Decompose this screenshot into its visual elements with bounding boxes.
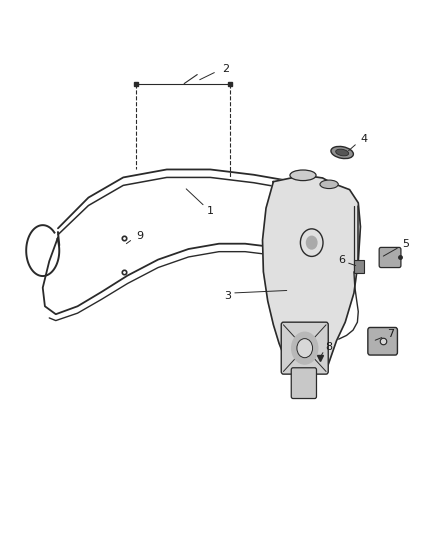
Ellipse shape — [320, 180, 338, 189]
Text: 4: 4 — [360, 134, 367, 144]
FancyBboxPatch shape — [354, 260, 364, 273]
Circle shape — [297, 338, 313, 358]
Circle shape — [307, 236, 317, 249]
Text: 7: 7 — [387, 329, 395, 340]
Ellipse shape — [290, 170, 316, 181]
FancyBboxPatch shape — [379, 247, 401, 268]
Polygon shape — [262, 175, 360, 374]
Text: 3: 3 — [224, 290, 231, 301]
Ellipse shape — [331, 147, 353, 159]
Circle shape — [292, 332, 318, 364]
Text: 1: 1 — [207, 206, 214, 216]
Text: 6: 6 — [338, 255, 345, 264]
Text: 5: 5 — [403, 239, 410, 249]
Ellipse shape — [336, 149, 349, 156]
Text: 8: 8 — [325, 342, 332, 352]
FancyBboxPatch shape — [281, 322, 328, 374]
Text: 9: 9 — [136, 231, 143, 241]
FancyBboxPatch shape — [368, 327, 397, 355]
Text: 2: 2 — [222, 64, 229, 74]
FancyBboxPatch shape — [291, 368, 317, 399]
